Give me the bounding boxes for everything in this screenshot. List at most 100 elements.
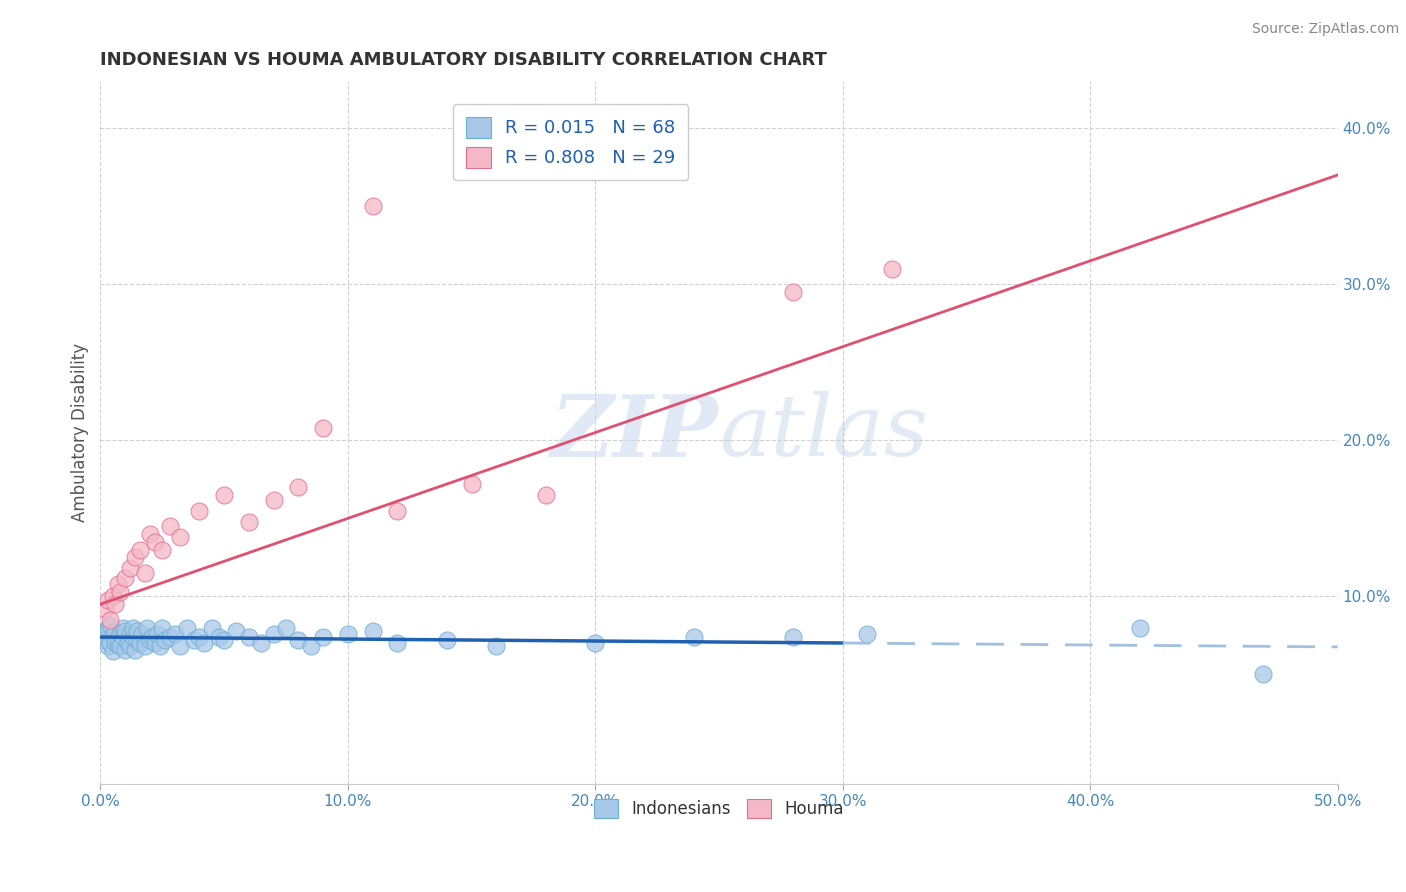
Point	[782, 285, 804, 299]
Point	[159, 630, 181, 644]
Point	[274, 621, 297, 635]
Point	[683, 630, 706, 644]
Point	[149, 640, 172, 654]
Point	[212, 488, 235, 502]
Point	[193, 636, 215, 650]
Point	[97, 640, 120, 654]
Point	[856, 627, 879, 641]
Point	[534, 488, 557, 502]
Point	[169, 530, 191, 544]
Point	[159, 519, 181, 533]
Point	[104, 625, 127, 640]
Point	[361, 624, 384, 638]
Point	[150, 621, 173, 635]
Point	[118, 640, 141, 654]
Point	[98, 636, 121, 650]
Point	[387, 636, 409, 650]
Point	[485, 640, 508, 654]
Point	[460, 477, 482, 491]
Point	[312, 421, 335, 435]
Point	[143, 534, 166, 549]
Point	[436, 633, 458, 648]
Text: INDONESIAN VS HOUMA AMBULATORY DISABILITY CORRELATION CHART: INDONESIAN VS HOUMA AMBULATORY DISABILIT…	[100, 51, 827, 69]
Point	[163, 627, 186, 641]
Point	[108, 627, 131, 641]
Point	[101, 628, 124, 642]
Point	[94, 624, 117, 638]
Point	[143, 636, 166, 650]
Point	[121, 630, 143, 644]
Point	[583, 636, 606, 650]
Point	[124, 550, 146, 565]
Point	[97, 592, 120, 607]
Point	[201, 621, 224, 635]
Point	[139, 527, 162, 541]
Point	[1253, 667, 1275, 681]
Point	[94, 633, 117, 648]
Point	[114, 624, 136, 638]
Point	[104, 634, 127, 648]
Point	[117, 633, 139, 648]
Point	[212, 633, 235, 648]
Point	[287, 480, 309, 494]
Point	[98, 617, 121, 632]
Text: ZIP: ZIP	[551, 391, 718, 475]
Point	[150, 542, 173, 557]
Point	[299, 640, 322, 654]
Point	[107, 632, 129, 646]
Point	[139, 633, 162, 648]
Y-axis label: Ambulatory Disability: Ambulatory Disability	[72, 343, 89, 522]
Point	[361, 199, 384, 213]
Point	[782, 630, 804, 644]
Point	[183, 633, 205, 648]
Point	[118, 627, 141, 641]
Point	[121, 621, 143, 635]
Point	[263, 627, 285, 641]
Point	[208, 630, 231, 644]
Point	[188, 630, 211, 644]
Point	[134, 640, 156, 654]
Point	[188, 503, 211, 517]
Point	[124, 642, 146, 657]
Point	[127, 633, 149, 648]
Point	[107, 577, 129, 591]
Point	[134, 566, 156, 580]
Point	[131, 627, 153, 641]
Point	[287, 633, 309, 648]
Point	[117, 636, 139, 650]
Point	[136, 621, 159, 635]
Point	[97, 621, 120, 635]
Point	[111, 630, 134, 644]
Point	[141, 630, 163, 644]
Point	[104, 597, 127, 611]
Point	[107, 638, 129, 652]
Point	[129, 542, 152, 557]
Point	[108, 640, 131, 654]
Point	[129, 636, 152, 650]
Text: Source: ZipAtlas.com: Source: ZipAtlas.com	[1251, 22, 1399, 37]
Point	[146, 627, 169, 641]
Point	[94, 602, 117, 616]
Text: atlas: atlas	[718, 392, 928, 474]
Point	[127, 624, 149, 638]
Point	[882, 261, 904, 276]
Point	[91, 628, 114, 642]
Point	[1129, 621, 1152, 635]
Point	[263, 492, 285, 507]
Point	[114, 642, 136, 657]
Point	[387, 503, 409, 517]
Point	[101, 590, 124, 604]
Point	[114, 571, 136, 585]
Point	[225, 624, 247, 638]
Point	[250, 636, 273, 650]
Point	[176, 621, 198, 635]
Point	[312, 630, 335, 644]
Point	[336, 627, 359, 641]
Point	[98, 613, 121, 627]
Point	[118, 561, 141, 575]
Point	[101, 644, 124, 658]
Point	[238, 630, 260, 644]
Point	[108, 584, 131, 599]
Legend: Indonesians, Houma: Indonesians, Houma	[588, 792, 851, 824]
Point	[153, 633, 176, 648]
